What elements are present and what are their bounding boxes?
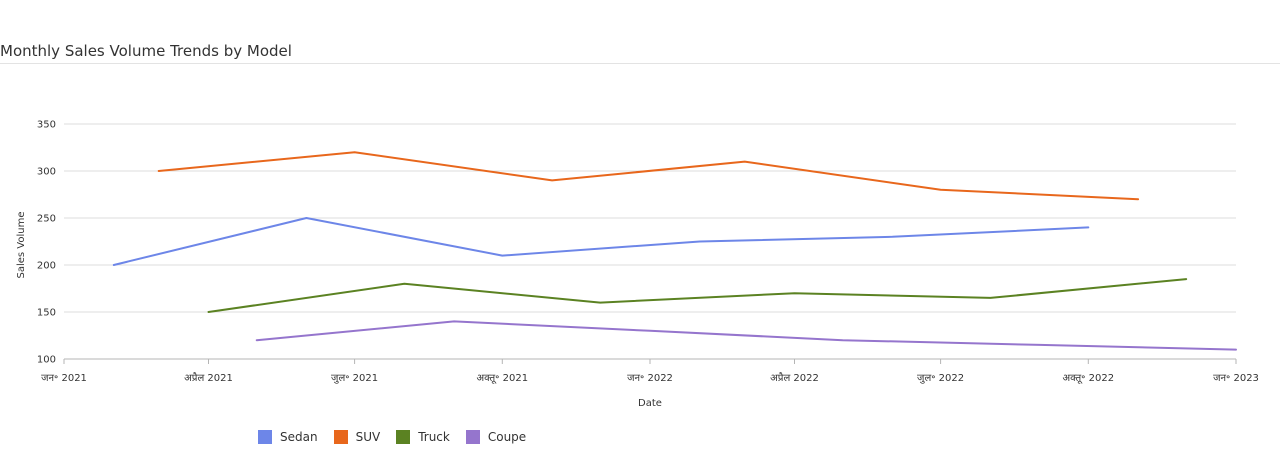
- series-line-sedan: [112, 217, 1090, 266]
- axes: 100 150 200 250 300 350 जन॰ 2021 अप्रैल 2021 जुल…: [37, 120, 1259, 385]
- x-tick-label: जुल॰ 2021: [331, 373, 378, 384]
- y-axis-title: Sales Volume: [16, 212, 27, 279]
- x-tick-label: अप्रैल 2021: [184, 372, 233, 384]
- y-tick-label: 200: [37, 261, 56, 272]
- series-line-coupe: [255, 320, 1237, 351]
- legend-swatch: [396, 430, 411, 444]
- legend-label: Coupe: [487, 430, 527, 444]
- x-tick-label: जन॰ 2021: [41, 373, 87, 384]
- series-line-suv: [157, 151, 1140, 201]
- x-tick-label: अक्तू॰ 2021: [476, 373, 528, 384]
- x-tick-label: जुल॰ 2022: [917, 373, 964, 384]
- chart-title: Monthly Sales Volume Trends by Model: [0, 42, 292, 60]
- legend: Sedan SUV Truck Coupe: [258, 430, 526, 444]
- x-tick-label: अक्तू॰ 2022: [1062, 373, 1114, 384]
- x-axis-title: Date: [638, 398, 662, 409]
- series-lines: [112, 151, 1237, 351]
- legend-swatch: [465, 430, 480, 444]
- title-divider: [0, 63, 1280, 64]
- y-tick-label: 150: [37, 308, 56, 319]
- legend-item-truck[interactable]: Truck: [396, 430, 450, 444]
- legend-item-suv[interactable]: SUV: [333, 430, 381, 444]
- y-tick-label: 300: [37, 167, 56, 178]
- y-tick-label: 350: [37, 120, 56, 131]
- y-tick-label: 250: [37, 214, 56, 225]
- x-tick-label: जन॰ 2023: [1213, 373, 1259, 384]
- x-tick-label: जन॰ 2022: [627, 373, 673, 384]
- y-tick-label: 100: [37, 355, 56, 366]
- legend-label: Truck: [418, 430, 450, 444]
- legend-swatch: [258, 430, 272, 444]
- legend-label: SUV: [355, 430, 381, 444]
- legend-item-coupe[interactable]: Coupe: [465, 430, 527, 444]
- x-tick-label: अप्रैल 2022: [770, 372, 819, 384]
- legend-label: Sedan: [280, 430, 318, 444]
- legend-swatch: [333, 430, 348, 444]
- gridlines: [64, 123, 1236, 360]
- legend-item-sedan[interactable]: Sedan: [258, 430, 318, 444]
- series-line-truck: [207, 278, 1188, 313]
